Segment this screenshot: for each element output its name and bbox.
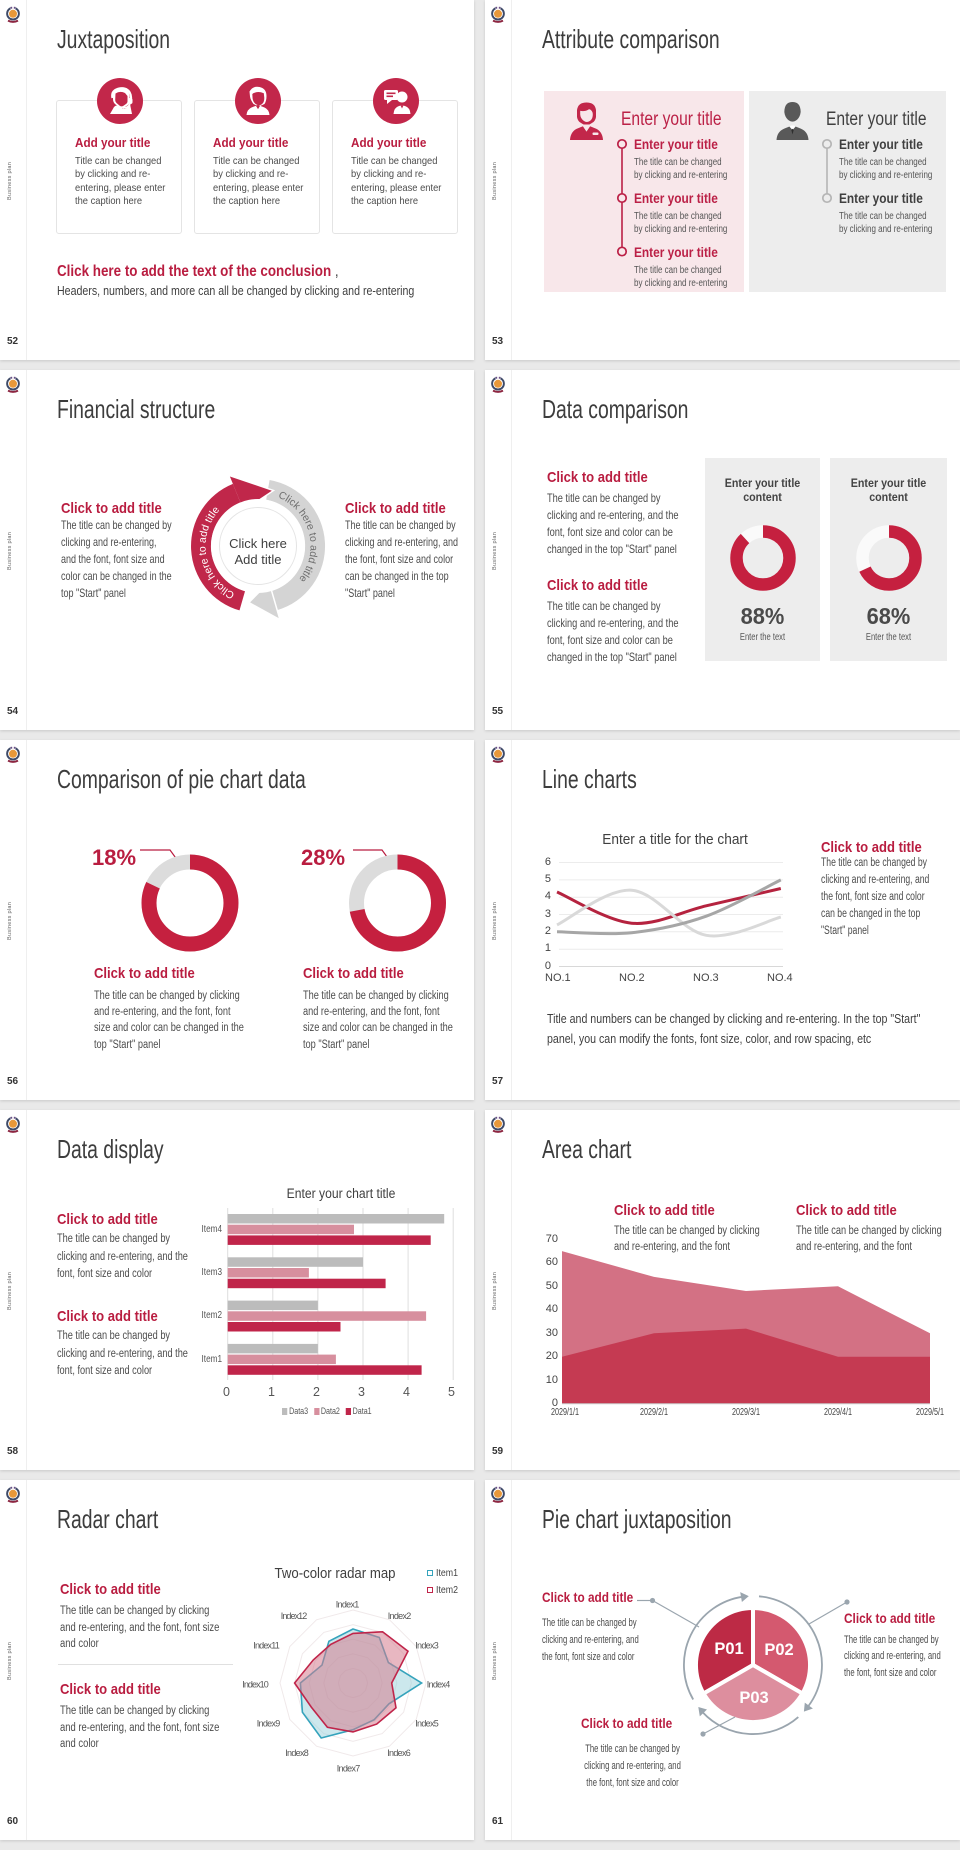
svg-text:P03: P03 [739, 1689, 768, 1707]
svg-text:Index12: Index12 [280, 1611, 307, 1621]
svg-text:Index10: Index10 [243, 1680, 269, 1690]
svg-text:Index2: Index2 [387, 1611, 411, 1621]
svg-text:Index5: Index5 [415, 1719, 439, 1729]
svg-text:Index8: Index8 [285, 1748, 309, 1758]
svg-text:Index4: Index4 [426, 1680, 450, 1690]
svg-text:Index1: Index1 [335, 1600, 359, 1610]
svg-text:P02: P02 [764, 1641, 793, 1659]
svg-text:Index3: Index3 [415, 1641, 439, 1651]
svg-text:Index6: Index6 [387, 1748, 411, 1758]
svg-text:P01: P01 [714, 1640, 743, 1658]
svg-text:Index7: Index7 [336, 1764, 360, 1774]
svg-text:Index11: Index11 [253, 1641, 280, 1651]
svg-text:Index9: Index9 [256, 1719, 280, 1729]
